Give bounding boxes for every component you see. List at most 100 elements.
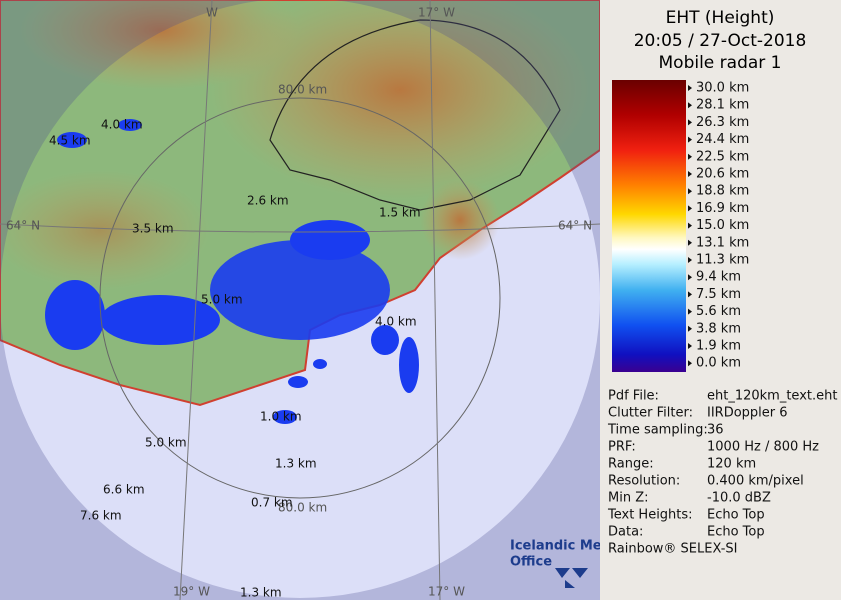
- legend-label: 9.4 km: [696, 270, 741, 285]
- legend-label: 22.5 km: [696, 149, 749, 164]
- legend-label: 24.4 km: [696, 132, 749, 147]
- legend-tick: [688, 274, 692, 281]
- legend-tick: [688, 171, 692, 177]
- highland: [210, 0, 590, 200]
- parallel: [0, 223, 600, 233]
- legend-tick: [688, 119, 692, 126]
- echo-top-label: 3.5 km: [132, 222, 174, 236]
- echo-top-label: 4.0 km: [101, 118, 143, 132]
- echo: [57, 132, 87, 148]
- out-of-range: [0, 0, 600, 600]
- echo: [45, 280, 105, 350]
- grid-label: 80.0 km: [278, 501, 327, 515]
- grid-label: 64° N: [558, 219, 592, 233]
- logo-text: Office: [510, 555, 552, 570]
- legend-tick: [688, 325, 692, 332]
- logo-icon: [555, 568, 588, 588]
- legend-tick: [688, 360, 692, 367]
- info-key: Text Heights:: [607, 508, 693, 523]
- echo: [399, 337, 419, 393]
- logo-text: Icelandic Met: [510, 539, 608, 554]
- echo-top-label: 2.6 km: [247, 194, 289, 208]
- legend-label: 13.1 km: [696, 235, 749, 250]
- info-value: 120 km: [707, 457, 756, 472]
- highland: [20, 0, 300, 90]
- range-ring: [99, 97, 501, 499]
- info-key: Time sampling:: [607, 423, 708, 438]
- info-value: IIRDoppler 6: [707, 406, 788, 421]
- info-key: Range:: [608, 457, 654, 472]
- legend-tick: [688, 291, 692, 298]
- legend-tick: [688, 188, 692, 195]
- info-value: Echo Top: [707, 525, 765, 540]
- highland: [0, 170, 210, 290]
- source: Mobile radar 1: [659, 53, 782, 73]
- legend-tick: [688, 205, 692, 212]
- map: W 17° W 80.0 km 64° N 64° N 80.0 km 19° W 17° W…: [0, 0, 608, 600]
- grid-label: 19° W: [173, 585, 210, 599]
- echo: [118, 119, 142, 131]
- echoes: [45, 119, 419, 424]
- legend-label: 16.9 km: [696, 201, 749, 216]
- grid-label: 64° N: [6, 219, 40, 233]
- echo-top-label: 6.6 km: [103, 483, 145, 497]
- info-key: PRF:: [608, 440, 636, 455]
- grid-label: 80.0 km: [278, 83, 327, 97]
- echo-top-label: 7.6 km: [80, 509, 122, 523]
- legend-label: 7.5 km: [696, 287, 741, 302]
- info-value: 36: [707, 423, 724, 438]
- glacier-outline: [269, 19, 561, 211]
- legend-label: 11.3 km: [696, 253, 749, 268]
- legend-tick: [688, 102, 692, 109]
- info-key: Resolution:: [608, 474, 680, 489]
- echo-top-label: 1.5 km: [379, 206, 421, 220]
- legend-label: 15.0 km: [696, 218, 749, 233]
- legend-tick: [688, 153, 692, 160]
- highland: [420, 180, 500, 260]
- info-value: eht_120km_text.eht: [707, 389, 837, 404]
- legend-tick: [688, 85, 692, 91]
- legend-label: 18.8 km: [696, 184, 749, 199]
- info-key: Pdf File:: [608, 389, 659, 404]
- legend-label: 20.6 km: [696, 167, 749, 182]
- echo: [288, 376, 308, 388]
- grid-label: 17° W: [428, 585, 465, 599]
- echo: [290, 220, 370, 260]
- info-key: Clutter Filter:: [608, 406, 693, 421]
- grid-label: 17° W: [418, 6, 455, 20]
- datetime: 20:05 / 27-Oct-2018: [634, 31, 807, 51]
- echo-top-label: 4.5 km: [49, 134, 91, 148]
- echo-top-label: 0.7 km: [251, 496, 293, 510]
- legend-tick: [688, 343, 692, 349]
- legend-tick: [688, 222, 692, 229]
- info-value: 0.400 km/pixel: [707, 474, 804, 489]
- echo: [313, 359, 327, 369]
- info-key: Data:: [608, 525, 643, 540]
- echo-top-label: 1.0 km: [260, 410, 302, 424]
- legend-tick: [688, 239, 692, 246]
- echo: [371, 325, 399, 355]
- footer: Rainbow® SELEX-SI: [608, 542, 738, 557]
- legend-label: 5.6 km: [696, 304, 741, 319]
- info-key: Min Z:: [608, 491, 649, 506]
- echo-top-label: 1.3 km: [240, 586, 282, 600]
- legend-label: 1.9 km: [696, 339, 741, 354]
- echo-top-label: 5.0 km: [145, 436, 187, 450]
- info-value: 1000 Hz / 800 Hz: [707, 440, 819, 455]
- echo: [100, 295, 220, 345]
- echo-top-label: 4.0 km: [375, 315, 417, 329]
- info-value: Echo Top: [707, 508, 765, 523]
- echo-top-label: 5.0 km: [201, 293, 243, 307]
- info-value: -10.0 dBZ: [707, 491, 771, 506]
- echo: [210, 240, 390, 340]
- legend-label: 26.3 km: [696, 115, 749, 130]
- legend-tick: [688, 308, 692, 315]
- legend-label: 3.8 km: [696, 321, 741, 336]
- meridian: [179, 0, 213, 600]
- legend-label: 0.0 km: [696, 356, 741, 371]
- legend-tick: [688, 257, 692, 263]
- echo: [273, 410, 297, 424]
- legend-label: 28.1 km: [696, 98, 749, 113]
- grid-label: W: [206, 6, 218, 20]
